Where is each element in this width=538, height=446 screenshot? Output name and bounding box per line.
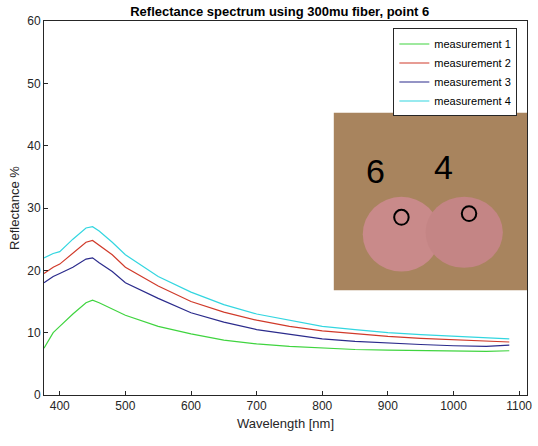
- svg-text:900: 900: [378, 399, 398, 413]
- svg-text:measurement 1: measurement 1: [434, 38, 510, 50]
- svg-text:Wavelength [nm]: Wavelength [nm]: [237, 416, 334, 431]
- svg-text:800: 800: [312, 399, 332, 413]
- svg-text:measurement 4: measurement 4: [434, 95, 510, 107]
- svg-text:0: 0: [34, 388, 41, 402]
- svg-text:6: 6: [366, 152, 385, 190]
- svg-text:10: 10: [27, 326, 41, 340]
- svg-text:Reflectance %: Reflectance %: [7, 166, 22, 250]
- svg-text:1100: 1100: [506, 399, 532, 413]
- svg-text:40: 40: [27, 139, 41, 153]
- svg-text:Reflectance spectrum using 300: Reflectance spectrum using 300mu fiber, …: [130, 4, 429, 19]
- svg-text:50: 50: [27, 77, 41, 91]
- svg-text:20: 20: [27, 264, 41, 278]
- svg-text:700: 700: [247, 399, 267, 413]
- svg-text:measurement 2: measurement 2: [434, 57, 510, 69]
- svg-text:4: 4: [434, 148, 453, 186]
- svg-text:1000: 1000: [440, 399, 467, 413]
- svg-text:500: 500: [115, 399, 135, 413]
- svg-text:measurement 3: measurement 3: [434, 76, 510, 88]
- svg-text:600: 600: [181, 399, 201, 413]
- svg-text:30: 30: [27, 201, 41, 215]
- svg-text:60: 60: [27, 14, 41, 28]
- svg-text:400: 400: [50, 399, 70, 413]
